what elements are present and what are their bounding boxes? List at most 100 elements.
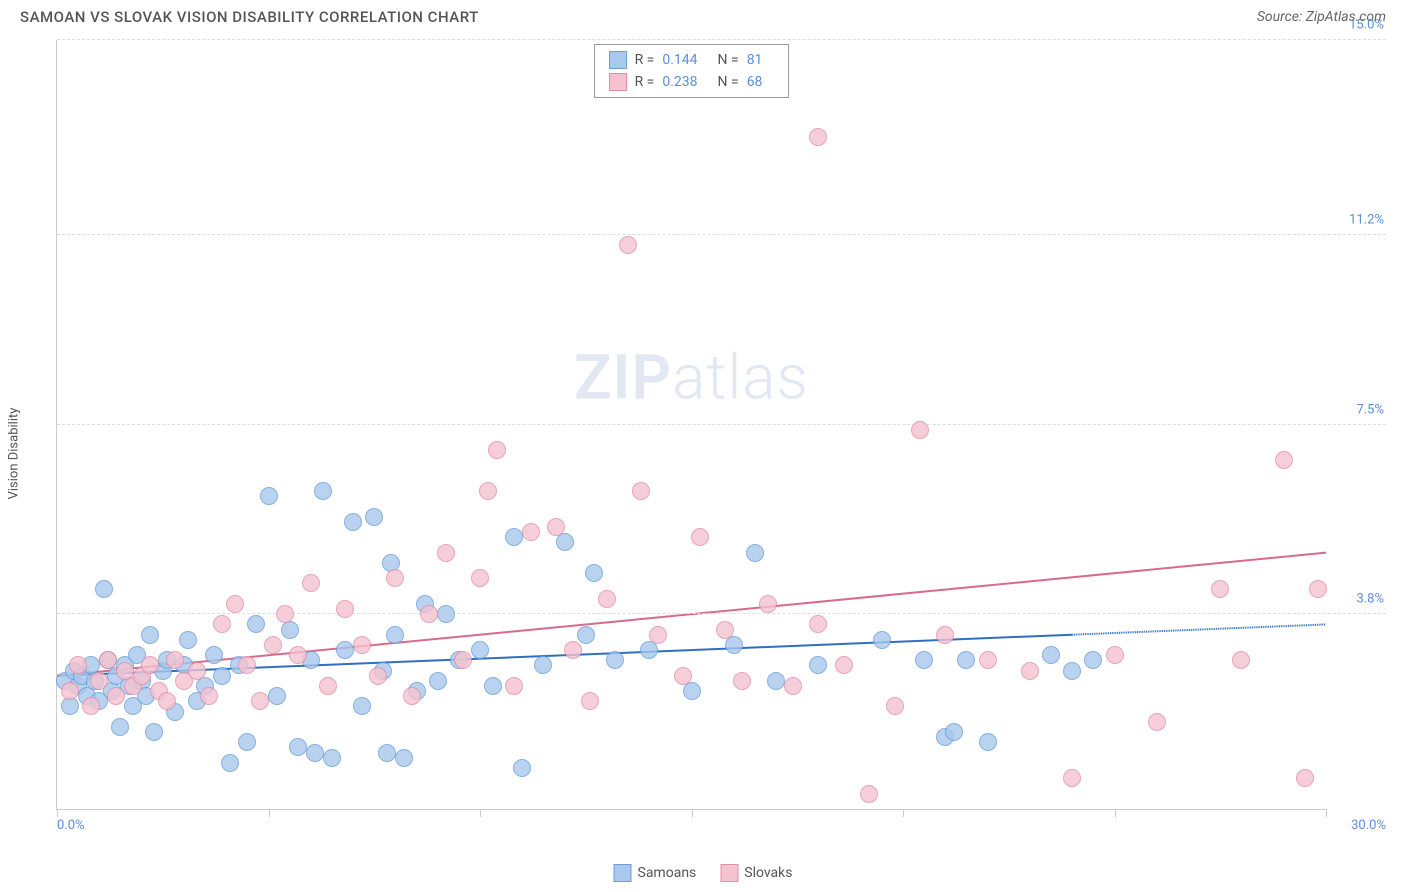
legend-item-samoans: Samoans (614, 864, 697, 882)
scatter-point (166, 651, 184, 669)
scatter-point (505, 528, 523, 546)
scatter-point (251, 692, 269, 710)
x-tick-label-max: 30.0% (1351, 818, 1386, 833)
scatter-point (513, 759, 531, 777)
bottom-legend: Samoans Slovaks (614, 864, 793, 882)
y-tick-label: 11.2% (1349, 212, 1384, 227)
scatter-point (213, 615, 231, 633)
scatter-point (95, 580, 113, 598)
scatter-point (319, 677, 337, 695)
scatter-point (767, 672, 785, 690)
scatter-point (522, 523, 540, 541)
scatter-point (179, 631, 197, 649)
scatter-point (276, 605, 294, 623)
scatter-point (213, 667, 231, 685)
scatter-point (344, 513, 362, 531)
x-tick (1326, 809, 1327, 817)
scatter-point (585, 564, 603, 582)
gridline (57, 234, 1386, 235)
scatter-point (886, 697, 904, 715)
scatter-point (835, 656, 853, 674)
scatter-point (369, 667, 387, 685)
scatter-point (716, 621, 734, 639)
scatter-point (386, 569, 404, 587)
scatter-point (1021, 662, 1039, 680)
scatter-point (69, 656, 87, 674)
x-tick (269, 809, 270, 817)
scatter-point (809, 615, 827, 633)
scatter-point (1084, 651, 1102, 669)
scatter-point (268, 687, 286, 705)
x-tick (1115, 809, 1116, 817)
scatter-point (809, 128, 827, 146)
scatter-point (915, 651, 933, 669)
scatter-point (145, 723, 163, 741)
y-axis-label: Vision Disability (7, 408, 22, 500)
scatter-point (979, 651, 997, 669)
scatter-point (247, 615, 265, 633)
scatter-point (577, 626, 595, 644)
scatter-point (336, 641, 354, 659)
scatter-point (395, 749, 413, 767)
y-tick-label: 3.8% (1356, 592, 1384, 607)
scatter-point (111, 718, 129, 736)
scatter-point (556, 533, 574, 551)
scatter-point (226, 595, 244, 613)
chart-title: SAMOAN VS SLOVAK VISION DISABILITY CORRE… (20, 8, 479, 26)
scatter-point (674, 667, 692, 685)
scatter-point (471, 641, 489, 659)
scatter-point (619, 236, 637, 254)
scatter-point (107, 687, 125, 705)
scatter-point (547, 518, 565, 536)
x-tick-label-min: 0.0% (57, 818, 85, 833)
scatter-point (61, 697, 79, 715)
scatter-point (484, 677, 502, 695)
scatter-point (281, 621, 299, 639)
scatter-point (691, 528, 709, 546)
plot-area: ZIPatlas R = 0.144 N = 81 R = 0.238 N = … (56, 40, 1326, 810)
scatter-point (945, 723, 963, 741)
scatter-point (158, 692, 176, 710)
scatter-point (378, 744, 396, 762)
scatter-point (936, 626, 954, 644)
scatter-point (979, 733, 997, 751)
scatter-point (488, 441, 506, 459)
scatter-point (314, 482, 332, 500)
x-tick (903, 809, 904, 817)
scatter-point (336, 600, 354, 618)
scatter-point (365, 508, 383, 526)
scatter-point (1275, 451, 1293, 469)
x-tick (692, 809, 693, 817)
scatter-point (598, 590, 616, 608)
scatter-point (260, 487, 278, 505)
y-tick-label: 15.0% (1349, 18, 1384, 33)
scatter-point (733, 672, 751, 690)
scatter-point (403, 687, 421, 705)
scatter-point (289, 738, 307, 756)
x-tick (480, 809, 481, 817)
scatter-point (911, 421, 929, 439)
scatter-point (264, 636, 282, 654)
scatter-point (505, 677, 523, 695)
scatter-point (238, 733, 256, 751)
scatter-point (759, 595, 777, 613)
gridline (57, 613, 1386, 614)
scatter-point (1063, 662, 1081, 680)
scatter-point (1232, 651, 1250, 669)
scatter-point (683, 682, 701, 700)
stats-row-samoans: R = 0.144 N = 81 (609, 49, 775, 71)
scatter-point (454, 651, 472, 669)
scatter-point (429, 672, 447, 690)
scatter-point (82, 697, 100, 715)
scatter-point (200, 687, 218, 705)
scatter-point (1063, 769, 1081, 787)
scatter-point (353, 636, 371, 654)
scatter-point (1148, 713, 1166, 731)
scatter-point (632, 482, 650, 500)
scatter-point (306, 744, 324, 762)
scatter-point (437, 605, 455, 623)
swatch-slovaks (609, 73, 627, 91)
scatter-point (238, 656, 256, 674)
stats-legend-box: R = 0.144 N = 81 R = 0.238 N = 68 (594, 44, 790, 98)
scatter-point (581, 692, 599, 710)
